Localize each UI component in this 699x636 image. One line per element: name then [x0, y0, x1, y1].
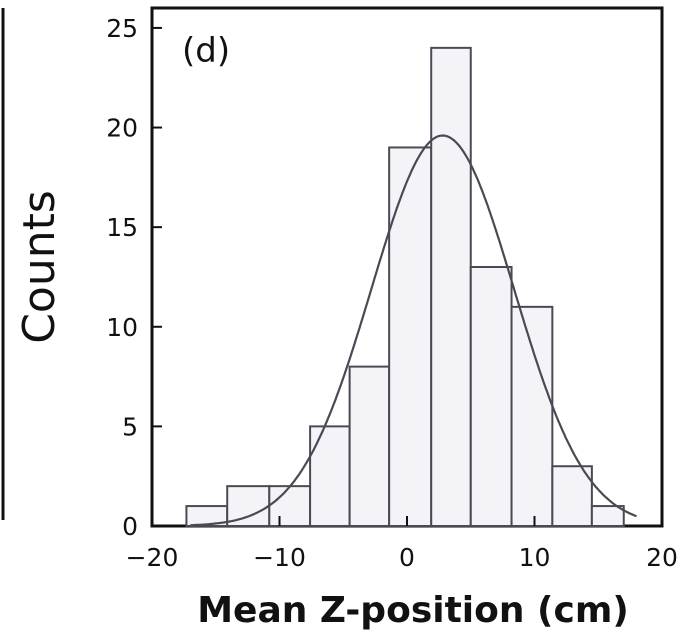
- y-tick-label: 0: [122, 512, 138, 541]
- panel-label: (d): [182, 31, 230, 71]
- histogram-bar: [551, 465, 593, 528]
- histogram-bar: [309, 425, 351, 527]
- histogram-bar: [226, 485, 271, 527]
- y-tick-label: 25: [106, 14, 138, 43]
- gaussian-fit-curve: [190, 134, 637, 527]
- y-tick-label: 20: [106, 114, 138, 143]
- histogram-bar: [590, 505, 625, 528]
- histogram-bar: [348, 365, 391, 527]
- y-tick-label: 15: [106, 213, 138, 242]
- histogram-bar: [469, 266, 513, 527]
- histogram-bar: [510, 305, 554, 527]
- histogram-bar: [388, 146, 433, 527]
- histogram-bar: [268, 485, 312, 527]
- x-axis-title: Mean Z-position (cm): [197, 590, 629, 631]
- x-tick-label: 20: [646, 543, 678, 572]
- y-tick-label: 10: [106, 313, 138, 342]
- histogram-bar: [430, 46, 472, 527]
- x-tick-label: 0: [399, 543, 415, 572]
- x-tick-label: 10: [519, 543, 551, 572]
- y-axis-title: Counts: [14, 190, 65, 344]
- x-tick-label: −20: [126, 543, 179, 572]
- y-tick-label: 5: [122, 412, 138, 441]
- x-tick-label: −10: [253, 543, 306, 572]
